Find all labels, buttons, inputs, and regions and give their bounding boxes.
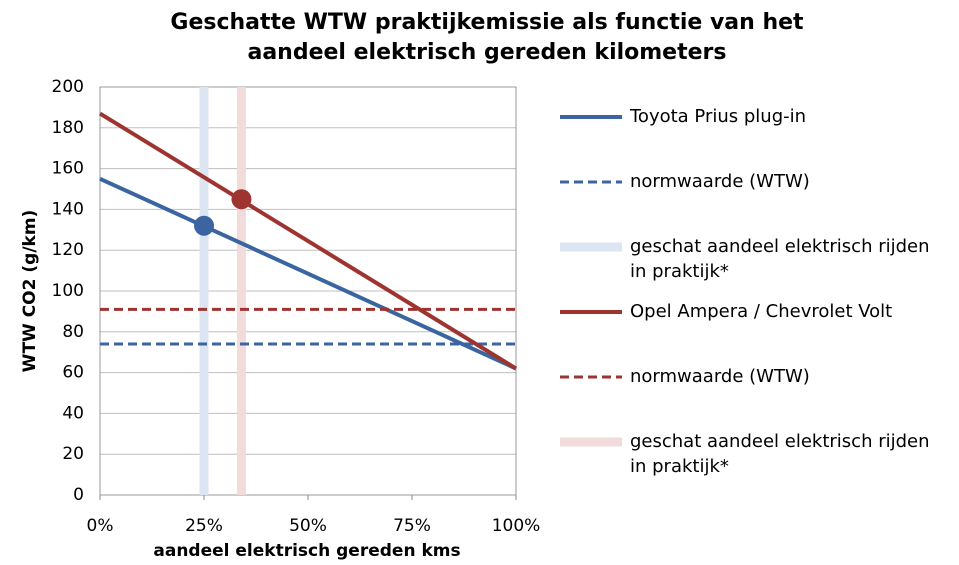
- series-line: [98, 111, 518, 371]
- y-tick-label: 180: [52, 118, 84, 138]
- x-tick-label: 100%: [492, 516, 541, 536]
- legend-label: Toyota Prius plug-in: [630, 106, 807, 127]
- legend-label: Opel Ampera / Chevrolet Volt: [630, 301, 893, 322]
- chart-title: Geschatte WTW praktijkemissie als functi…: [170, 10, 804, 65]
- y-tick-label: 120: [52, 240, 84, 260]
- x-tick-label: 50%: [289, 516, 327, 536]
- y-tick-label: 40: [62, 403, 84, 423]
- x-axis-label: aandeel elektrisch gereden kms: [153, 541, 460, 561]
- y-axis-label: WTW CO2 (g/km): [20, 210, 40, 373]
- grid: [100, 86, 516, 496]
- y-tick-label: 60: [62, 363, 84, 383]
- y-tick-label: 160: [52, 159, 84, 179]
- x-tick-label: 0%: [87, 516, 114, 536]
- series-line: [99, 176, 517, 371]
- y-tick-label: 200: [52, 77, 84, 97]
- plot-frame: [99, 86, 517, 496]
- y-tick-label: 140: [52, 199, 84, 219]
- legend-label: geschat aandeel elektrisch rijden in pra…: [630, 431, 930, 477]
- legend-label: geschat aandeel elektrisch rijden in pra…: [630, 236, 930, 282]
- x-tick-label: 75%: [393, 516, 431, 536]
- highlight-point: [231, 189, 252, 210]
- highlight-point: [194, 215, 214, 236]
- y-tick-label: 0: [73, 485, 84, 505]
- legend-label: normwaarde (WTW): [630, 366, 810, 387]
- x-tick-label: 25%: [185, 516, 223, 536]
- y-tick-label: 20: [62, 444, 84, 464]
- y-tick-label: 80: [62, 322, 84, 342]
- y-tick-label: 100: [52, 281, 84, 301]
- legend-label: normwaarde (WTW): [630, 171, 810, 192]
